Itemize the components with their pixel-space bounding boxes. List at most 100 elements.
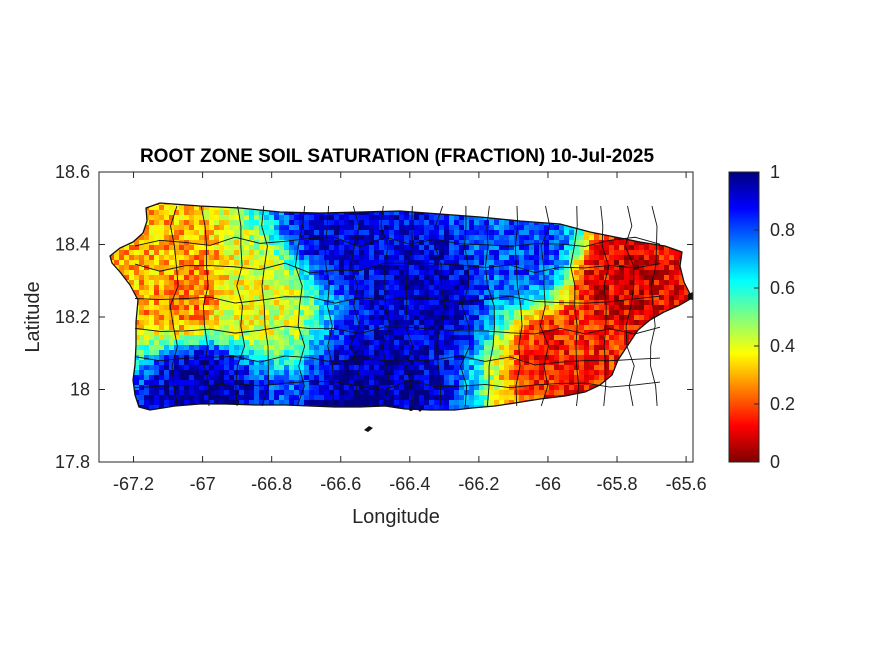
heatmap-cell	[584, 245, 590, 251]
heatmap-cell	[194, 370, 200, 376]
heatmap-cell	[529, 380, 535, 386]
heatmap-cell	[119, 250, 125, 256]
heatmap-cell	[384, 345, 390, 351]
heatmap-cell	[344, 380, 350, 386]
heatmap-cell	[374, 290, 380, 296]
heatmap-cell	[169, 350, 175, 356]
heatmap-cell	[489, 330, 495, 336]
heatmap-cell	[474, 400, 480, 406]
heatmap-cell	[334, 275, 340, 281]
heatmap-cell	[184, 365, 190, 371]
heatmap-cell	[644, 250, 650, 256]
heatmap-cell	[634, 275, 640, 281]
heatmap-cell	[379, 380, 385, 386]
heatmap-cell	[269, 390, 275, 396]
heatmap-cell	[189, 215, 195, 221]
heatmap-cell	[494, 315, 500, 321]
heatmap-cell	[219, 260, 225, 266]
heatmap-cell	[124, 245, 130, 251]
heatmap-cell	[244, 395, 250, 401]
heatmap-cell	[139, 350, 145, 356]
heatmap-cell	[584, 310, 590, 316]
heatmap-cell	[514, 280, 520, 286]
heatmap-cell	[659, 305, 665, 311]
heatmap-cell	[639, 285, 645, 291]
heatmap-cell	[289, 340, 295, 346]
heatmap-cell	[199, 255, 205, 261]
heatmap-cell	[559, 225, 565, 231]
heatmap-cell	[454, 310, 460, 316]
heatmap-cell	[374, 315, 380, 321]
heatmap-cell	[179, 285, 185, 291]
heatmap-cell	[489, 385, 495, 391]
heatmap-cell	[369, 225, 375, 231]
heatmap-cell	[154, 285, 160, 291]
heatmap-cell	[259, 270, 265, 276]
heatmap-cell	[534, 285, 540, 291]
heatmap-cell	[579, 270, 585, 276]
heatmap-cell	[449, 215, 455, 221]
heatmap-cell	[504, 335, 510, 341]
heatmap-cell	[519, 395, 525, 401]
heatmap-cell	[504, 255, 510, 261]
heatmap-cell	[309, 225, 315, 231]
heatmap-cell	[539, 280, 545, 286]
heatmap-cell	[394, 320, 400, 326]
heatmap-cell	[439, 395, 445, 401]
heatmap-cell	[594, 290, 600, 296]
heatmap-cell	[204, 330, 210, 336]
heatmap-cell	[634, 255, 640, 261]
heatmap-cell	[214, 205, 220, 211]
heatmap-cell	[114, 255, 120, 261]
heatmap-cell	[264, 315, 270, 321]
heatmap-cell	[344, 280, 350, 286]
heatmap-cell	[474, 265, 480, 271]
heatmap-cell	[229, 225, 235, 231]
heatmap-cell	[309, 235, 315, 241]
heatmap-cell	[214, 220, 220, 226]
heatmap-cell	[269, 275, 275, 281]
heatmap-cell	[464, 395, 470, 401]
heatmap-cell	[329, 255, 335, 261]
heatmap-cell	[604, 330, 610, 336]
heatmap-cell	[174, 330, 180, 336]
heatmap-cell	[609, 335, 615, 341]
heatmap-cell	[304, 265, 310, 271]
heatmap-cell	[389, 390, 395, 396]
heatmap-cell	[519, 255, 525, 261]
heatmap-cell	[364, 325, 370, 331]
heatmap-cell	[539, 295, 545, 301]
heatmap-cell	[624, 315, 630, 321]
heatmap-cell	[554, 345, 560, 351]
heatmap-cell	[404, 250, 410, 256]
heatmap-cell	[664, 265, 670, 271]
heatmap-cell	[469, 290, 475, 296]
heatmap-cell	[439, 400, 445, 406]
heatmap-cell	[424, 390, 430, 396]
heatmap-cell	[344, 215, 350, 221]
heatmap-cell	[129, 265, 135, 271]
heatmap-cell	[444, 270, 450, 276]
heatmap-cell	[289, 230, 295, 236]
heatmap-cell	[659, 285, 665, 291]
heatmap-cell	[694, 275, 699, 280]
heatmap-cell	[224, 380, 230, 386]
heatmap-cell	[339, 265, 345, 271]
heatmap-cell	[269, 290, 275, 296]
heatmap-cell	[209, 205, 215, 211]
heatmap-cell	[209, 240, 215, 246]
heatmap-cell	[469, 340, 475, 346]
heatmap-cell	[319, 300, 325, 306]
heatmap-cell	[259, 360, 265, 366]
heatmap-cell	[479, 380, 485, 386]
heatmap-cell	[334, 390, 340, 396]
heatmap-cell	[244, 295, 250, 301]
heatmap-cell	[444, 220, 450, 226]
heatmap-cell	[289, 285, 295, 291]
heatmap-cell	[419, 360, 425, 366]
heatmap-cell	[214, 250, 220, 256]
heatmap-cell	[489, 270, 495, 276]
heatmap-cell	[144, 330, 150, 336]
heatmap-cell	[669, 280, 675, 286]
heatmap-cell	[384, 215, 390, 221]
